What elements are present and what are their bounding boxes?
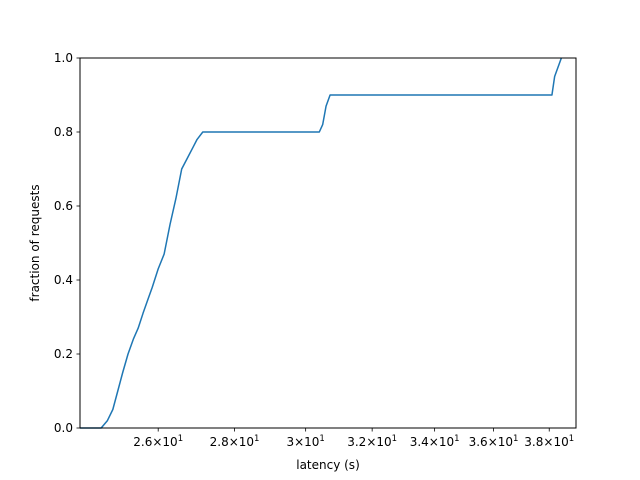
y-tick-label: 0.8: [54, 125, 73, 139]
y-tick-label: 0.6: [54, 199, 73, 213]
y-tick-label: 0.4: [54, 273, 73, 287]
y-axis-label: fraction of requests: [28, 184, 42, 301]
x-axis-ticks: 2.6×101 2.8×101 3×101 3.2×101 3.4×101 3.6×101…: [133, 428, 574, 449]
x-tick-label: 3.6×101: [469, 434, 519, 449]
y-tick-label: 0.0: [54, 421, 73, 435]
series-layer: [80, 57, 563, 429]
y-tick-label: 0.2: [54, 347, 73, 361]
y-axis-ticks: 0.0 0.2 0.4 0.6 0.8 1.0: [54, 51, 80, 435]
x-tick-label: 3.4×101: [410, 434, 460, 449]
x-tick-label: 2.8×101: [210, 434, 260, 449]
x-tick-label: 3×101: [286, 434, 324, 449]
x-tick-label: 3.8×101: [524, 434, 574, 449]
plot-background: [80, 58, 576, 428]
x-tick-label: 2.6×101: [133, 434, 183, 449]
x-tick-label: 3.2×101: [347, 434, 397, 449]
x-axis-label: latency (s): [296, 458, 360, 472]
y-tick-label: 1.0: [54, 51, 73, 65]
series-line-0: [80, 57, 563, 429]
plot-frame: [79, 57, 577, 429]
